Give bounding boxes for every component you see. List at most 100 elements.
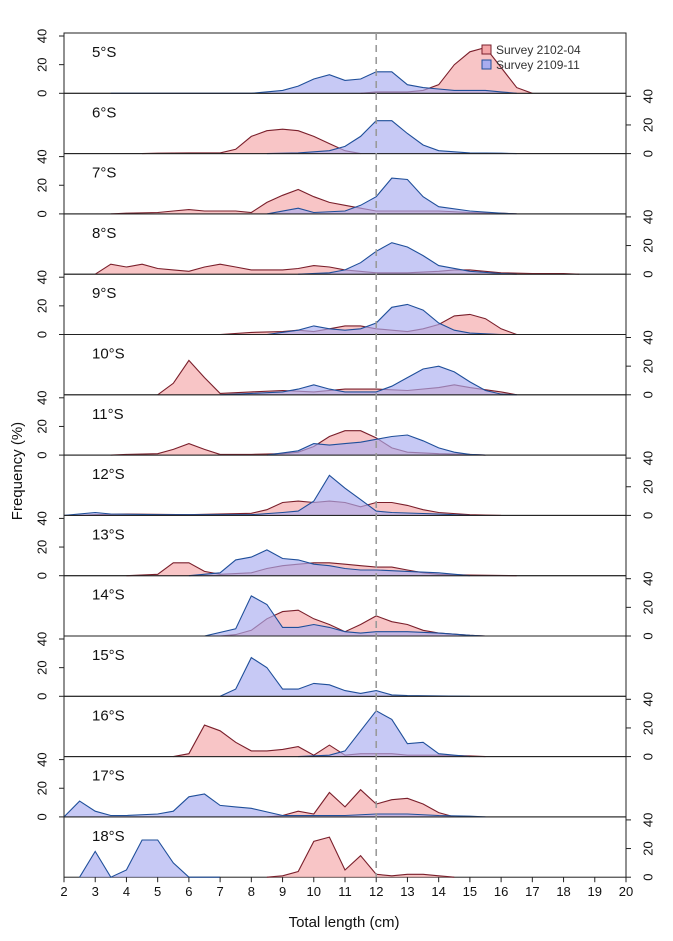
y-tick-label: 40 (641, 571, 656, 585)
series-line-1 (94, 263, 580, 275)
y-tick-label: 20 (35, 540, 50, 554)
panel-3: 7°S 0 20 40 (35, 149, 627, 218)
series-line-2 (266, 434, 486, 456)
x-tick-label: 11 (338, 884, 352, 899)
series-area-1 (173, 725, 486, 757)
panel-label: 7°S (92, 165, 116, 182)
y-tick-label: 40 (35, 511, 50, 525)
y-tick-label: 40 (35, 391, 50, 405)
series-line-2 (188, 549, 470, 577)
panel-frame (63, 575, 627, 637)
legend-label-1: Survey 2102-04 (496, 43, 581, 57)
panel-label: 17°S (92, 768, 125, 785)
series-area-2 (220, 366, 517, 395)
legend-swatch-2 (481, 59, 492, 70)
panel-label: 11°S (92, 406, 124, 423)
x-tick-label: 7 (216, 884, 223, 899)
series-line-2 (298, 710, 470, 758)
y-tick-label: 0 (641, 753, 656, 760)
panel-label: 18°S (92, 828, 125, 845)
series-line-2 (298, 242, 517, 275)
x-tick-label: 20 (619, 884, 633, 899)
y-tick-label: 0 (641, 874, 656, 881)
panel-frame (63, 334, 627, 396)
panel-label: 10°S (92, 346, 125, 363)
y-tick-label: 0 (641, 271, 656, 278)
legend-label-2: Survey 2109-11 (496, 58, 580, 72)
panel-label: 15°S (92, 647, 125, 664)
series-area-1 (79, 501, 502, 516)
legend: Survey 2102-04 Survey 2109-11 (481, 43, 581, 72)
x-tick-label: 5 (154, 884, 161, 899)
y-tick-label: 40 (641, 89, 656, 103)
x-tick-label: 13 (400, 884, 414, 899)
panel-label: 8°S (92, 225, 116, 242)
x-tick-label: 18 (556, 884, 570, 899)
y-tick-label: 0 (35, 451, 50, 458)
y-tick-label: 0 (35, 572, 50, 579)
series-line-2 (220, 365, 517, 396)
series-line-1 (266, 788, 455, 818)
panel-14: 18°S 0 20 40 (63, 813, 656, 881)
y-tick-label: 20 (35, 660, 50, 674)
panel-10: 14°S 0 20 40 (63, 571, 656, 640)
series-area-1 (266, 837, 455, 878)
y-tick-label: 20 (641, 600, 656, 614)
panel-label: 6°S (92, 104, 116, 121)
y-tick-label: 40 (641, 692, 656, 706)
y-tick-label: 40 (641, 330, 656, 344)
y-tick-label: 40 (641, 210, 656, 224)
series-area-2 (188, 549, 470, 576)
panel-label: 16°S (92, 707, 125, 724)
y-tick-label: 20 (641, 118, 656, 132)
panel-label: 13°S (92, 526, 125, 543)
panel-label: 9°S (92, 285, 116, 302)
series-line-2 (219, 656, 470, 697)
series-area-1 (110, 189, 517, 214)
y-tick-label: 40 (35, 270, 50, 284)
y-tick-label: 20 (641, 841, 656, 855)
panel-13: 17°S 0 20 40 (35, 752, 627, 821)
y-tick-label: 20 (641, 480, 656, 494)
y-tick-label: 20 (641, 359, 656, 373)
series-line-2 (266, 303, 502, 336)
y-tick-label: 0 (35, 331, 50, 338)
y-tick-label: 40 (641, 813, 656, 827)
panel-11: 15°S 0 20 40 (35, 632, 627, 700)
series-area-1 (266, 789, 455, 817)
y-tick-label: 40 (35, 752, 50, 766)
x-tick-label: 17 (525, 884, 539, 899)
x-tick-label: 19 (588, 884, 602, 899)
x-tick-label: 3 (92, 884, 99, 899)
panel-9: 13°S 0 20 40 (35, 511, 627, 579)
y-tick-label: 20 (35, 178, 50, 192)
y-tick-label: 20 (35, 299, 50, 313)
y-tick-label: 0 (35, 90, 50, 97)
legend-swatch-1 (481, 44, 492, 55)
x-tick-label: 10 (307, 884, 321, 899)
series-line-1 (266, 836, 455, 878)
series-line-2 (63, 474, 470, 516)
series-area-1 (360, 47, 533, 94)
panels: 5°S 0 20 40 6°S 0 20 40 7°S 0 20 40 8°S 0 20 40 9°S 0 20 40… (35, 29, 656, 881)
panel-5: 9°S 0 20 40 (35, 270, 627, 338)
panel-frame (63, 213, 627, 275)
series-line-1 (142, 128, 361, 155)
x-tick-label: 14 (431, 884, 445, 899)
panel-frame (63, 92, 627, 155)
series-area-1 (142, 129, 361, 154)
y-tick-label: 40 (641, 451, 656, 465)
series-area-2 (204, 595, 486, 636)
series-line-2 (266, 120, 517, 155)
series-line-2 (110, 71, 517, 94)
y-tick-label: 20 (35, 57, 50, 71)
x-tick-label: 6 (185, 884, 192, 899)
y-tick-label: 0 (641, 632, 656, 639)
panel-4: 8°S 0 20 40 (63, 210, 656, 278)
y-tick-label: 0 (35, 210, 50, 217)
x-tick-label: 12 (369, 884, 383, 899)
y-tick-label: 40 (35, 632, 50, 646)
panel-frame (63, 695, 627, 758)
x-axis: 2 3 4 5 6 7 8 9 10 11 12 13 14 15 16 17 18 19 20 (60, 877, 633, 899)
